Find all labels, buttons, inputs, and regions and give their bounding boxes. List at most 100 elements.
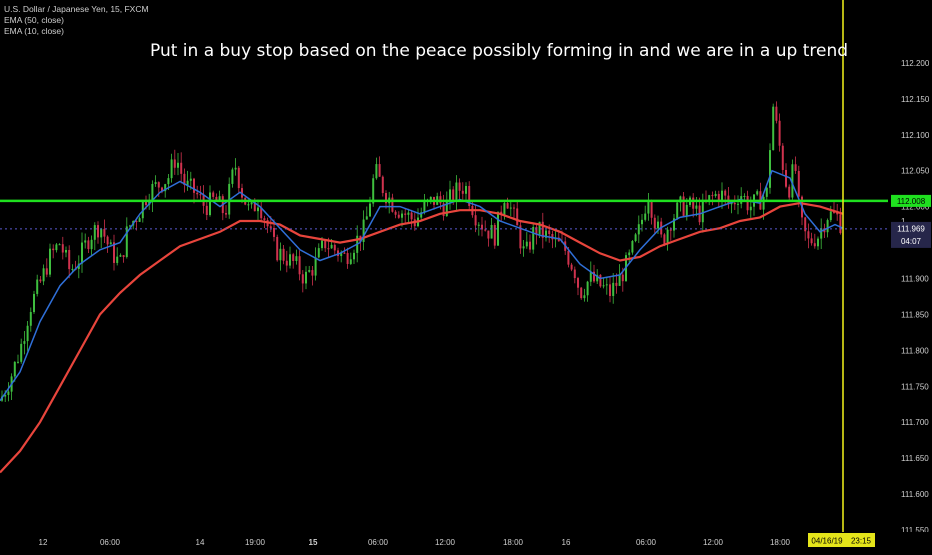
candle-body — [621, 274, 624, 282]
candle-body — [545, 230, 547, 238]
candle-body — [7, 391, 10, 395]
candle-body — [817, 238, 819, 247]
candle-body — [381, 176, 384, 194]
candle-body — [39, 279, 42, 282]
candle-body — [548, 230, 551, 235]
candle-body — [468, 186, 471, 206]
candle-body — [714, 193, 717, 197]
candle-body — [298, 256, 301, 275]
candle-body — [820, 228, 823, 239]
time-tick-label: 19:00 — [245, 538, 266, 547]
candle-body — [375, 164, 378, 179]
legend-symbol[interactable]: U.S. Dollar / Japanese Yen, 15, FXCM — [4, 4, 149, 14]
candle-body — [68, 250, 71, 270]
candle-body — [692, 197, 695, 209]
candle-body — [772, 106, 775, 151]
candle-body — [794, 164, 797, 171]
price-tick-label: 111.850 — [901, 310, 929, 319]
price-tick-label: 111.700 — [901, 418, 929, 427]
candle-body — [836, 212, 839, 215]
candle-body — [810, 238, 813, 244]
candle-body — [36, 279, 39, 294]
candle-body — [234, 167, 237, 170]
candle-body — [71, 268, 74, 270]
candle-body — [673, 218, 675, 231]
candle-body — [407, 212, 410, 215]
candle-body — [362, 219, 365, 242]
candle-body — [695, 205, 698, 209]
candle-body — [250, 202, 253, 205]
candle-body — [269, 226, 272, 229]
legend-ema50[interactable]: EMA (50, close) — [4, 15, 64, 25]
candle-body — [493, 224, 496, 246]
candle-body — [257, 207, 259, 212]
candle-body — [218, 196, 221, 201]
candle-body — [164, 184, 167, 192]
price-tick-label: 111.550 — [901, 526, 929, 535]
time-tick-label: 12 — [39, 538, 48, 547]
candle-body — [330, 244, 333, 249]
candle-body — [733, 202, 736, 205]
candle-body — [109, 242, 112, 245]
candle-body — [189, 178, 192, 181]
cursor-date-tag — [808, 533, 875, 547]
candle-body — [49, 248, 51, 275]
candle-body — [429, 196, 432, 200]
candle-body — [653, 217, 656, 229]
candle-body — [327, 248, 330, 250]
candle-body — [410, 212, 413, 220]
candle-body — [343, 252, 346, 254]
candle-body — [157, 182, 160, 188]
candle-body — [301, 274, 304, 284]
candle-body — [340, 252, 343, 257]
price-tick-label: 111.600 — [901, 490, 929, 499]
candle-body — [442, 203, 445, 217]
candle-body — [324, 240, 327, 249]
legend-ema10[interactable]: EMA (10, close) — [4, 26, 64, 36]
candle-body — [586, 281, 589, 296]
candle-body — [769, 150, 771, 188]
candle-body — [477, 224, 480, 226]
candle-body — [311, 270, 314, 276]
candle-body — [682, 196, 685, 216]
candle-body — [599, 274, 602, 287]
candle-body — [369, 203, 371, 217]
time-axis: 12 06:00 14 19:00 15 06:00 12:00 18:00 16 06:00 12… — [0, 532, 932, 550]
candle-body — [589, 271, 592, 282]
candle-body — [26, 325, 29, 342]
candle-body — [481, 224, 483, 230]
candle-body — [711, 195, 714, 197]
candle-body — [519, 225, 522, 249]
candle-body — [87, 240, 90, 250]
candle-body — [612, 282, 615, 297]
candle-body — [61, 244, 64, 253]
candle-body — [573, 269, 576, 279]
candle-body — [647, 201, 650, 214]
candle-body — [775, 106, 778, 121]
candle-body — [641, 219, 643, 225]
candle-body — [154, 182, 157, 184]
chart-annotation-text[interactable]: Put in a buy stop based on the peace pos… — [150, 41, 849, 61]
candle-body — [749, 206, 752, 211]
candle-body — [788, 186, 791, 198]
candle-body — [209, 192, 211, 216]
candle-body — [657, 221, 659, 229]
candle-body — [391, 197, 394, 212]
candle-body — [129, 225, 131, 227]
candle-body — [397, 214, 400, 218]
candle-body — [701, 200, 704, 223]
ema50-line — [0, 201, 844, 474]
price-tick-label: 112.100 — [901, 131, 930, 140]
candle-body — [785, 169, 787, 187]
candle-body — [29, 312, 32, 326]
candle-body — [577, 278, 579, 288]
candle-body — [138, 218, 141, 222]
candle-body — [231, 169, 234, 184]
candle-body — [20, 343, 23, 362]
candle-body — [458, 182, 461, 191]
candle-body — [42, 268, 45, 282]
candle-body — [669, 229, 672, 231]
countdown-label: 04:07 — [901, 237, 922, 246]
